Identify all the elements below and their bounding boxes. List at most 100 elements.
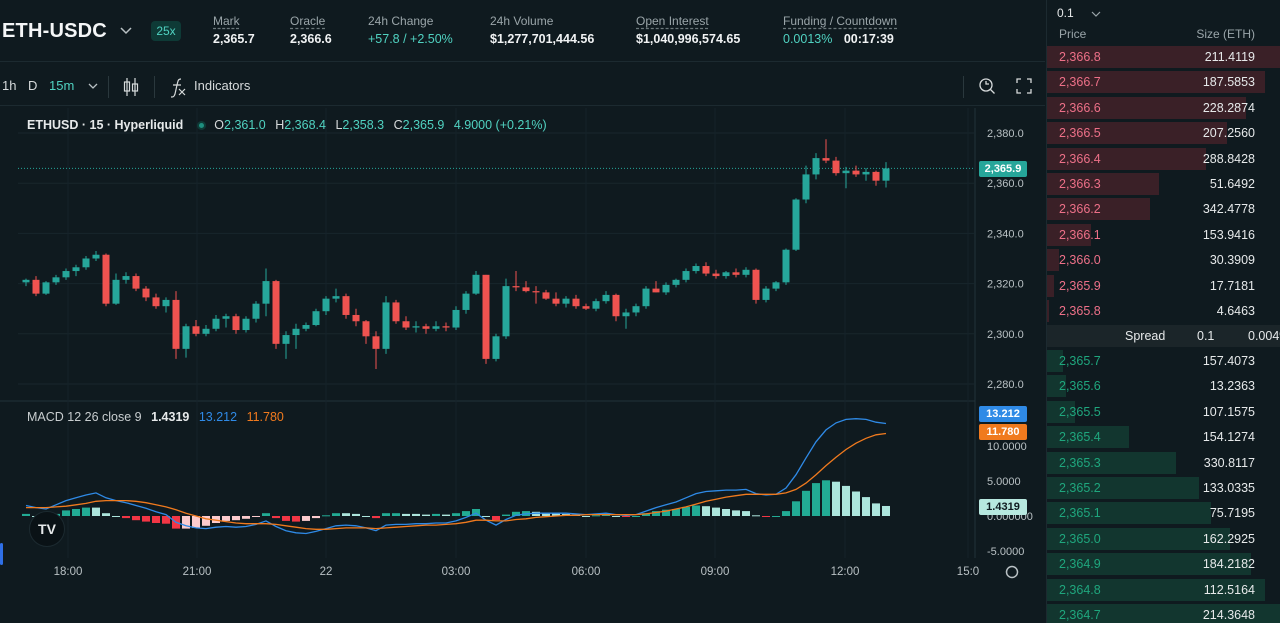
candle-body xyxy=(192,326,200,334)
screenshot-icon[interactable] xyxy=(977,76,997,96)
macd-histogram-bar xyxy=(542,512,550,516)
interval-d[interactable]: D xyxy=(28,78,38,93)
price-tick-label: 2,380.0 xyxy=(987,128,1024,140)
candle-body xyxy=(282,335,290,344)
macd-tick-label: 10.0000 xyxy=(987,441,1027,453)
macd-histogram-bar xyxy=(162,516,170,524)
macd-histogram-bar xyxy=(382,513,390,516)
candle-body xyxy=(632,306,640,313)
candle-body xyxy=(322,298,330,312)
macd-histogram-bar xyxy=(232,516,240,521)
ask-row[interactable]: 2,366.2 342.4778 xyxy=(1047,197,1280,221)
candle-body xyxy=(672,279,680,285)
row-price: 2,366.4 xyxy=(1059,151,1101,166)
candle-body xyxy=(532,291,540,293)
row-price: 2,365.4 xyxy=(1059,430,1101,445)
macd-histogram-bar xyxy=(492,516,500,521)
macd-histogram-bar xyxy=(622,516,630,517)
candle-body xyxy=(762,288,770,300)
stat-label[interactable]: Open Interest xyxy=(636,14,709,28)
macd-histogram-bar xyxy=(202,516,210,526)
stat-label[interactable]: Oracle xyxy=(290,14,326,28)
macd-histogram-bar xyxy=(102,513,110,516)
candle-body xyxy=(42,282,50,294)
ask-row[interactable]: 2,365.8 4.6463 xyxy=(1047,299,1280,323)
ask-row[interactable]: 2,366.4 288.8428 xyxy=(1047,147,1280,171)
col-size: Size (ETH) xyxy=(1196,27,1255,41)
bid-row[interactable]: 2,365.3 330.8117 xyxy=(1047,451,1280,475)
macd-line-value: 13.212 xyxy=(198,410,238,424)
macd-histogram-bar xyxy=(512,511,520,516)
bid-row[interactable]: 2,365.0 162.2925 xyxy=(1047,527,1280,551)
row-size: 133.0335 xyxy=(1202,481,1255,495)
candle-body xyxy=(382,302,390,349)
bid-row[interactable]: 2,364.7 214.3648 xyxy=(1047,603,1280,623)
bid-row[interactable]: 2,365.6 13.2363 xyxy=(1047,374,1280,398)
time-tick-label: 21:00 xyxy=(183,566,212,578)
candle-body xyxy=(612,294,620,317)
ask-row[interactable]: 2,366.7 187.5853 xyxy=(1047,70,1280,94)
row-size: 162.2925 xyxy=(1202,531,1255,546)
depth-bar xyxy=(1047,426,1129,449)
ask-row[interactable]: 2,366.1 153.9416 xyxy=(1047,223,1280,247)
fullscreen-icon[interactable] xyxy=(1015,77,1033,95)
macd-histogram-bar xyxy=(812,483,820,516)
macd-histogram-bar xyxy=(262,513,270,516)
tradingview-logo[interactable]: TV xyxy=(29,511,65,547)
candle-body xyxy=(252,303,260,319)
candle-body xyxy=(472,274,480,294)
macd-histogram-bar xyxy=(772,516,780,517)
price-chart[interactable]: 2,380.0 2,360.0 2,340.0 2,320.0 2,300.0 2,280… xyxy=(0,108,1045,588)
pair-selector[interactable]: ETH-USDC xyxy=(2,20,107,42)
chevron-down-icon[interactable] xyxy=(118,22,134,38)
row-price: 2,366.5 xyxy=(1059,126,1101,141)
legend-open-label: O xyxy=(214,118,225,132)
bid-row[interactable]: 2,365.1 75.7195 xyxy=(1047,501,1280,525)
interval-15m[interactable]: 15m xyxy=(49,78,75,93)
chevron-down-icon xyxy=(1091,11,1101,17)
stat-label[interactable]: Funding / Countdown xyxy=(783,14,898,28)
candle-body xyxy=(712,273,720,277)
candle-body xyxy=(112,279,120,304)
candle-body xyxy=(882,168,890,181)
bid-row[interactable]: 2,365.5 107.1575 xyxy=(1047,400,1280,424)
macd-histogram-bar xyxy=(192,516,200,528)
function-icon[interactable] xyxy=(169,76,189,98)
macd-histogram-bar xyxy=(422,514,430,516)
ask-row[interactable]: 2,366.3 51.6492 xyxy=(1047,172,1280,196)
time-tick-label: 15:0 xyxy=(957,566,979,578)
price-tick-label: 2,340.0 xyxy=(987,228,1024,240)
bid-row[interactable]: 2,364.9 184.2182 xyxy=(1047,552,1280,576)
stat-funding: Funding / Countdown 0.0013% 00:17:39 xyxy=(783,14,897,46)
macd-histogram-bar xyxy=(582,516,590,517)
candle-body xyxy=(572,298,580,307)
candle-body xyxy=(592,301,600,309)
interval-1h[interactable]: 1h xyxy=(2,78,17,93)
macd-histogram-bar xyxy=(722,509,730,516)
bid-row[interactable]: 2,365.4 154.1274 xyxy=(1047,425,1280,449)
ask-row[interactable]: 2,366.0 30.3909 xyxy=(1047,248,1280,272)
candle-body xyxy=(602,294,610,302)
macd-tick-label: 5.0000 xyxy=(987,476,1021,488)
bid-row[interactable]: 2,364.8 112.5164 xyxy=(1047,578,1280,602)
ask-row[interactable]: 2,365.9 17.7181 xyxy=(1047,274,1280,298)
leverage-badge[interactable]: 25x xyxy=(151,21,181,41)
ask-row[interactable]: 2,366.5 207.2560 xyxy=(1047,121,1280,145)
market-header: ETH-USDC 25x Mark 2,365.7 Oracle 2,366.6… xyxy=(0,0,1045,62)
bid-row[interactable]: 2,365.2 133.0335 xyxy=(1047,476,1280,500)
chevron-down-icon[interactable] xyxy=(87,80,99,92)
candle-body xyxy=(202,328,210,334)
stat-label[interactable]: Mark xyxy=(213,14,240,28)
candle-body xyxy=(412,326,420,328)
bid-row[interactable]: 2,365.7 157.4073 xyxy=(1047,349,1280,373)
macd-histogram-bar xyxy=(22,513,30,516)
macd-signal-tag: 11.780 xyxy=(979,424,1027,440)
depth-bar xyxy=(1047,173,1159,195)
ask-row[interactable]: 2,366.6 228.2874 xyxy=(1047,96,1280,120)
candles-icon[interactable] xyxy=(121,76,141,98)
ask-row[interactable]: 2,366.8 211.4119 xyxy=(1047,45,1280,69)
tick-size-selector[interactable]: 0.1 xyxy=(1057,6,1101,20)
candle-body xyxy=(182,326,190,349)
indicators-button[interactable]: Indicators xyxy=(194,78,251,93)
